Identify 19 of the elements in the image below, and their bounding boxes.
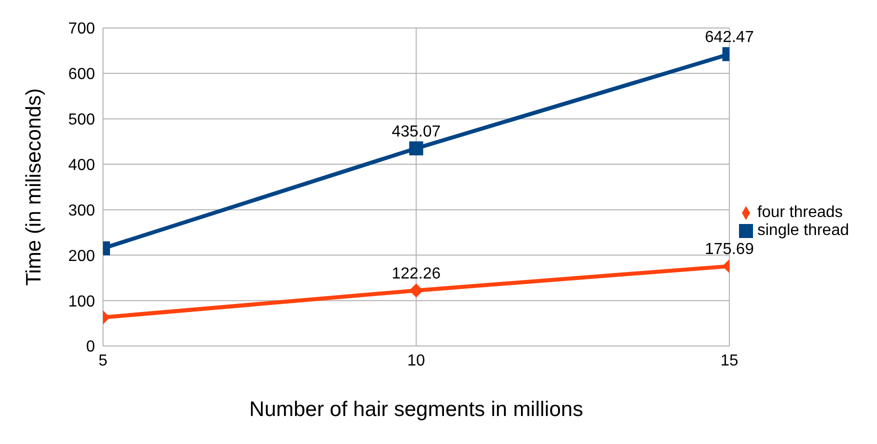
y-axis-title: Time (in miliseconds) <box>22 88 46 286</box>
x-tick-label: 15 <box>720 352 738 370</box>
legend-label: four threads <box>757 204 843 221</box>
y-tick-label: 100 <box>68 293 96 310</box>
x-tick-label: 10 <box>407 352 426 370</box>
y-tick-label: 300 <box>68 202 96 220</box>
y-tick-label: 600 <box>68 66 96 84</box>
data-label: 642.47 <box>704 29 754 46</box>
data-label: 435.07 <box>392 123 441 140</box>
data-label: 175.69 <box>704 241 754 258</box>
y-tick-label: 500 <box>68 112 96 129</box>
y-tick-label: 200 <box>68 248 96 265</box>
x-tick-label: 5 <box>98 352 108 370</box>
data-label: 122.26 <box>392 265 441 282</box>
y-tick-label: 0 <box>86 338 96 356</box>
legend-label: single thread <box>757 222 849 239</box>
x-axis-title: Number of hair segments in millions <box>249 398 584 421</box>
y-tick-label: 400 <box>68 156 96 174</box>
y-tick-label: 700 <box>68 20 96 38</box>
